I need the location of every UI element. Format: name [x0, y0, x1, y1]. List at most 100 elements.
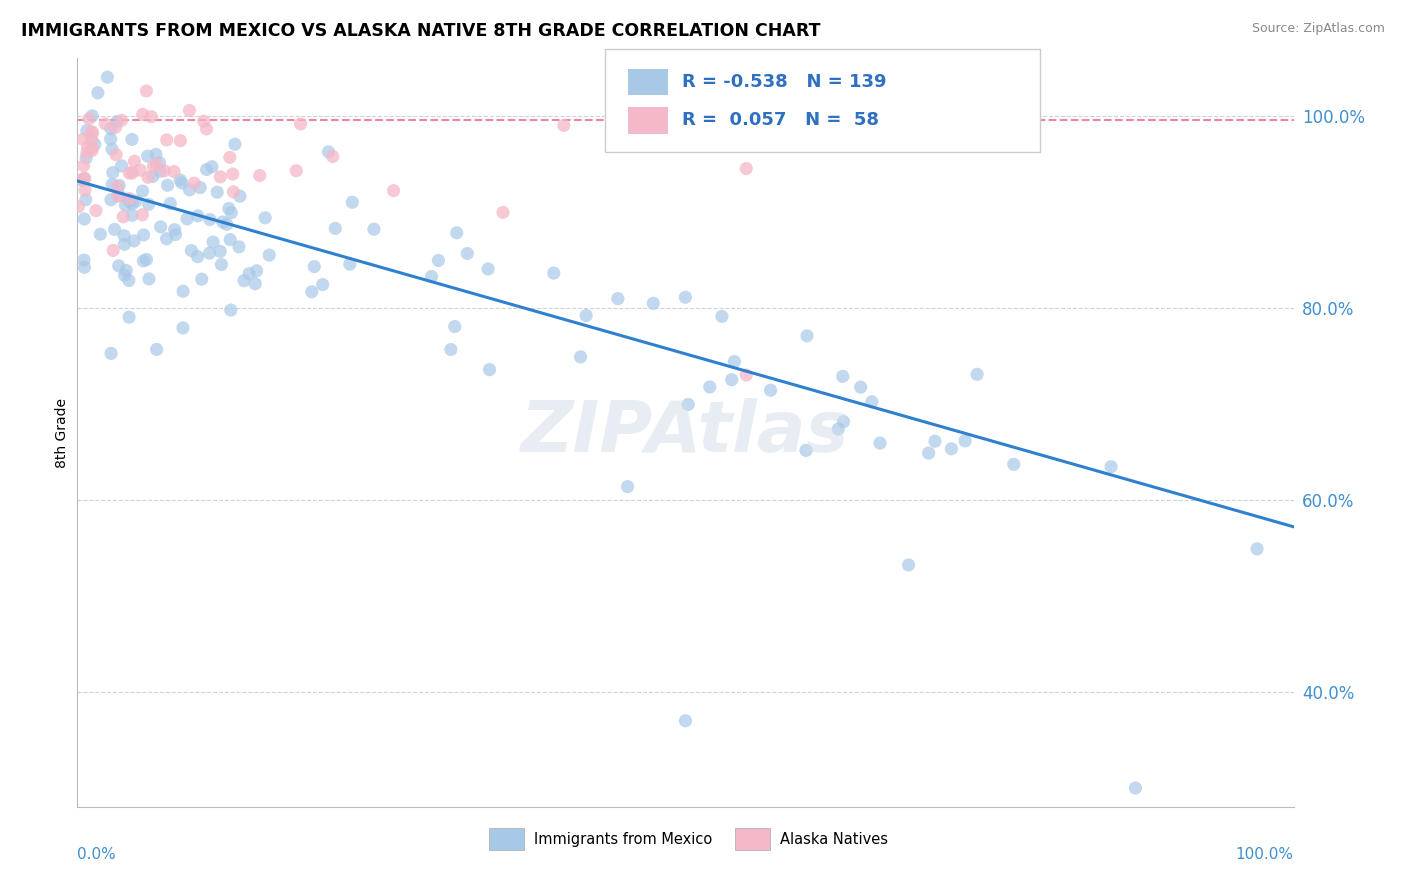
Point	[229, 189, 252, 203]
Point	[76, 145, 98, 160]
Point	[141, 110, 163, 124]
Point	[1099, 459, 1122, 474]
Point	[101, 178, 124, 192]
Point	[699, 380, 721, 394]
Point	[145, 147, 167, 161]
Point	[492, 205, 515, 219]
Point	[170, 176, 193, 190]
Point	[129, 163, 152, 178]
Point	[832, 415, 855, 429]
Point	[569, 350, 592, 364]
Point	[101, 142, 124, 156]
Point	[135, 252, 157, 267]
Point	[142, 160, 165, 174]
Point	[112, 210, 135, 224]
Point	[575, 309, 598, 323]
Point	[159, 196, 181, 211]
Point	[75, 151, 97, 165]
Point	[115, 263, 138, 277]
Point	[67, 200, 90, 214]
Point	[149, 164, 172, 178]
Point	[121, 196, 143, 211]
Point	[73, 171, 96, 186]
Point	[131, 208, 153, 222]
Point	[132, 227, 155, 242]
Point	[118, 192, 141, 206]
Point	[221, 205, 243, 219]
Point	[363, 222, 385, 236]
Point	[75, 193, 97, 207]
Point	[73, 211, 96, 226]
Point	[643, 296, 665, 310]
Point	[82, 141, 104, 155]
Point	[897, 558, 920, 572]
Point	[209, 169, 232, 184]
Point	[238, 267, 260, 281]
Point	[966, 368, 988, 382]
Point	[1125, 780, 1147, 795]
Point	[831, 369, 853, 384]
Point	[198, 246, 221, 260]
Point	[83, 137, 105, 152]
Point	[222, 185, 245, 199]
Point	[149, 219, 172, 234]
Point	[107, 259, 129, 273]
Point	[108, 188, 131, 202]
Point	[73, 183, 96, 197]
Point	[440, 343, 463, 357]
Text: 0.0%: 0.0%	[77, 847, 117, 863]
Point	[118, 273, 141, 287]
Point	[478, 362, 501, 376]
Point	[110, 113, 132, 128]
Point	[323, 221, 346, 235]
Point	[856, 103, 879, 118]
Point	[72, 132, 94, 146]
Point	[105, 114, 128, 128]
Point	[187, 250, 209, 264]
Point	[187, 209, 209, 223]
Point	[136, 149, 159, 163]
Point	[941, 442, 963, 456]
Point	[172, 284, 194, 298]
Point	[72, 173, 94, 187]
Point	[849, 380, 872, 394]
Point	[342, 195, 364, 210]
Point	[195, 122, 218, 136]
Point	[918, 446, 941, 460]
Point	[138, 272, 160, 286]
Point	[209, 244, 232, 259]
Point	[82, 143, 104, 157]
Point	[245, 264, 267, 278]
Point	[382, 184, 405, 198]
Point	[860, 394, 883, 409]
Point	[190, 272, 212, 286]
Point	[759, 383, 782, 397]
Text: 100.0%: 100.0%	[1236, 847, 1294, 863]
Point	[188, 180, 211, 194]
Point	[420, 269, 443, 284]
Point	[84, 203, 107, 218]
Point	[163, 222, 186, 236]
Point	[869, 436, 891, 450]
Point	[136, 170, 159, 185]
Point	[205, 185, 228, 199]
Point	[122, 234, 145, 248]
Point	[202, 235, 225, 249]
Point	[121, 166, 143, 180]
Point	[796, 329, 818, 343]
Point	[76, 123, 98, 137]
Point	[156, 232, 179, 246]
Point	[180, 244, 202, 258]
Point	[76, 140, 98, 154]
Point	[94, 117, 117, 131]
Point	[219, 303, 242, 318]
Point	[723, 354, 745, 368]
Point	[73, 260, 96, 275]
Point	[114, 268, 136, 283]
Point	[105, 179, 128, 194]
Point	[104, 120, 127, 135]
Point	[301, 285, 323, 299]
Point	[80, 132, 103, 146]
Point	[87, 86, 110, 100]
Point	[193, 114, 215, 128]
